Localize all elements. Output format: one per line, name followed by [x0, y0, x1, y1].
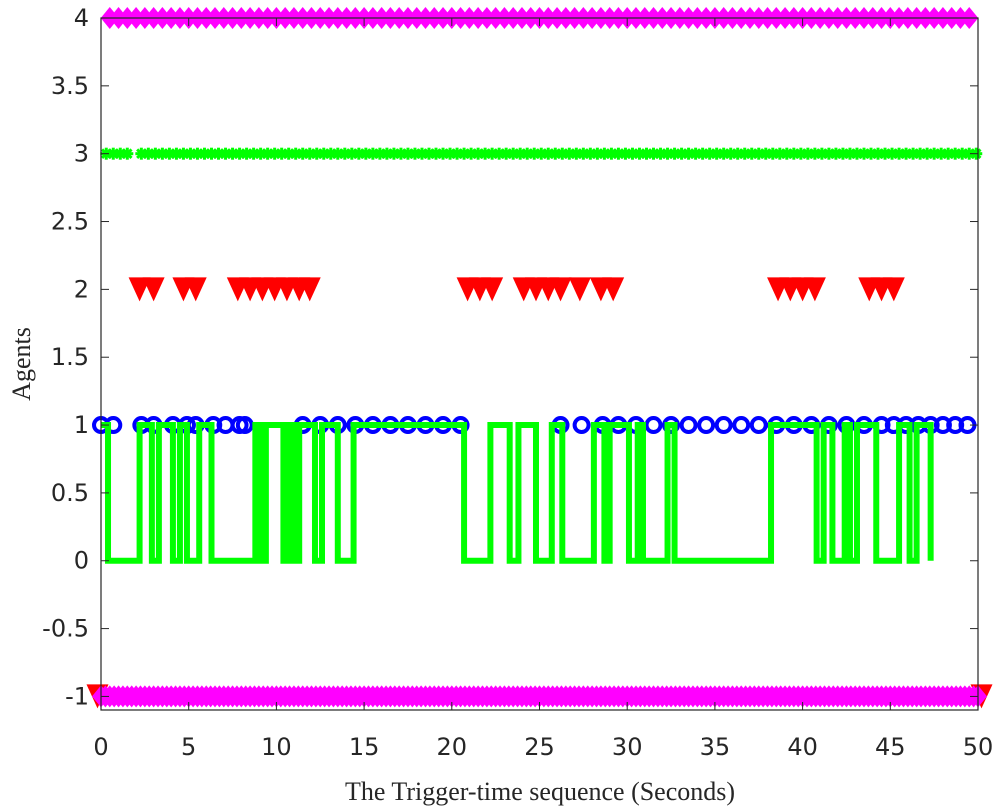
x-tick-label: 15	[349, 733, 380, 761]
y-tick-label: 1	[74, 411, 89, 439]
y-tick-label: 2	[74, 275, 89, 303]
x-tick-label: 5	[181, 733, 196, 761]
circle-point	[714, 416, 733, 435]
triangle-point	[602, 277, 625, 302]
triangle-point	[882, 277, 905, 302]
series-4	[101, 422, 934, 564]
triangle-point	[184, 277, 207, 302]
x-tick-label: 20	[437, 733, 468, 761]
step-line	[101, 422, 934, 564]
circle-point	[572, 416, 591, 435]
y-tick-label: 4	[74, 4, 89, 32]
triangle-point	[568, 277, 591, 302]
y-tick-label: 0.5	[51, 479, 89, 507]
triangle-point	[128, 277, 151, 302]
circle-point	[235, 416, 254, 435]
y-tick-label: 2.5	[51, 208, 89, 236]
triangle-point	[142, 277, 165, 302]
circle-point	[749, 416, 768, 435]
series-1	[100, 147, 983, 160]
y-tick-label: 3.5	[51, 72, 89, 100]
y-tick-label: -1	[65, 682, 89, 710]
triangle-point	[298, 277, 321, 302]
triangle-point	[481, 277, 504, 302]
chart-axes: -1-0.500.511.522.533.540 5 10 15 20 25 30 35 40 4…	[42, 4, 993, 761]
series-6	[92, 685, 987, 708]
circle-point	[697, 416, 716, 435]
x-tick-label: 10	[261, 733, 292, 761]
x-tick-label: 50	[963, 733, 994, 761]
asterisk-point	[121, 147, 134, 160]
x-tick-label: 0	[93, 733, 108, 761]
plot-background	[101, 18, 978, 710]
triangle-point	[549, 277, 572, 302]
circle-point	[732, 416, 751, 435]
circle-point	[644, 416, 663, 435]
x-tick-label: 35	[700, 733, 731, 761]
x-tick-label: 40	[787, 733, 818, 761]
x-tick-label: 30	[612, 733, 643, 761]
asterisk-stroke	[122, 148, 133, 159]
circle-point	[662, 416, 681, 435]
x-axis-title: The Trigger-time sequence (Seconds)	[345, 777, 735, 806]
y-tick-label: -0.5	[42, 615, 89, 643]
y-tick-label: 1.5	[51, 343, 89, 371]
triangle-point	[803, 277, 826, 302]
y-tick-label: 3	[74, 140, 89, 168]
series-2	[128, 277, 905, 302]
y-tick-label: 0	[74, 547, 89, 575]
x-tick-label: 25	[524, 733, 555, 761]
y-axis-title: Agents	[7, 327, 36, 401]
x-tick-label: 45	[875, 733, 906, 761]
circle-point	[679, 416, 698, 435]
